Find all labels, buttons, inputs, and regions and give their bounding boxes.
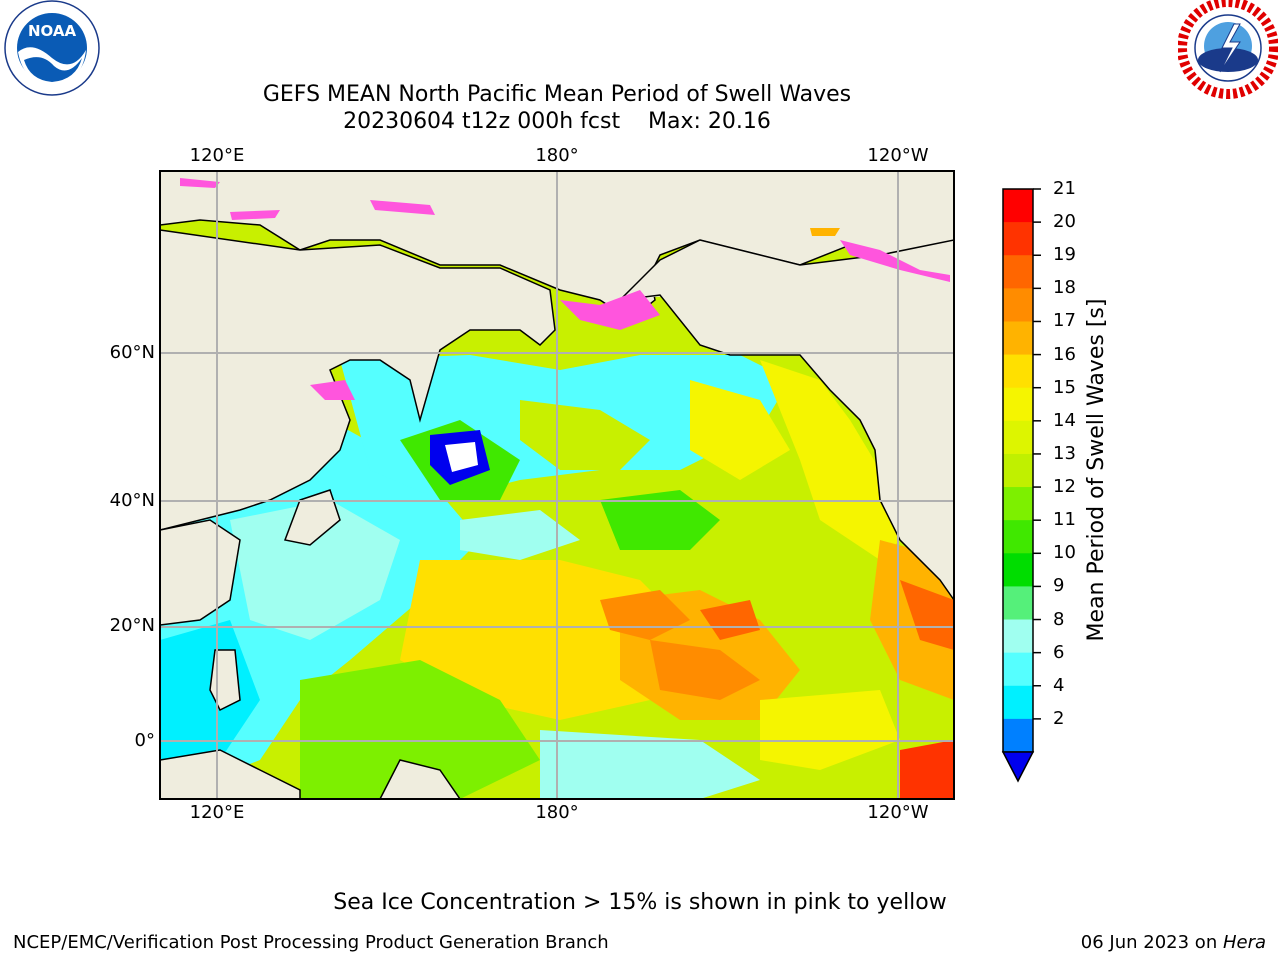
colorbar-band xyxy=(1003,586,1033,621)
lon-label-bottom-120w: 120°W xyxy=(867,802,929,823)
sea-ice-bering xyxy=(560,290,660,330)
colorbar-label: Mean Period of Swell Waves [s] xyxy=(1084,298,1109,642)
field-no-data-patch xyxy=(445,442,478,472)
sea-ice-2 xyxy=(230,210,280,220)
colorbar-band xyxy=(1003,652,1033,687)
colorbar-band xyxy=(1003,321,1033,356)
field-orange-core-3 xyxy=(650,640,760,700)
colorbar-tick-label: 9 xyxy=(1053,575,1065,597)
colorbar-tick-label: 20 xyxy=(1053,211,1076,233)
lat-label-20n: 20°N xyxy=(109,615,155,636)
colorbar-tick-label: 16 xyxy=(1053,343,1076,365)
sea-ice-1 xyxy=(180,178,220,188)
field-west-pacific-lightcyan xyxy=(230,500,400,640)
sea-ice-yellow xyxy=(810,228,840,236)
noaa-logo-text: NOAA xyxy=(28,22,77,40)
colorbar-band xyxy=(1003,487,1033,521)
graticule xyxy=(160,171,954,799)
colorbar-tick-label: 11 xyxy=(1053,509,1076,531)
field-orange-core-2 xyxy=(700,600,760,640)
sea-ice-okhotsk xyxy=(310,380,355,400)
land-indonesia xyxy=(160,749,301,799)
colorbar-tick-label: 13 xyxy=(1053,442,1076,464)
lat-label-40n: 40°N xyxy=(109,490,155,511)
land-china-coast xyxy=(160,519,241,626)
colorbar-band xyxy=(1003,354,1033,389)
footer-date: 06 Jun 2023 on Hera xyxy=(1081,932,1266,953)
title-line-1: GEFS MEAN North Pacific Mean Period of S… xyxy=(262,82,852,107)
sea-ice-beaufort xyxy=(840,240,950,282)
title-line-2: 20230604 t12z 000h fcst Max: 20.16 xyxy=(343,109,771,134)
footer-date-text: 06 Jun 2023 on xyxy=(1080,932,1223,953)
colorbar-tick-label: 2 xyxy=(1053,707,1065,729)
colorbar-tick-marks xyxy=(1033,188,1041,720)
colorbar-tick-label: 4 xyxy=(1053,674,1065,696)
colorbar-tick-label: 12 xyxy=(1053,476,1076,498)
land-japan xyxy=(283,489,341,546)
colorbar-bands xyxy=(1003,189,1033,753)
field-equator-yellow xyxy=(760,690,900,770)
colorbar-band xyxy=(1003,189,1033,223)
colorbar-tick-label: 19 xyxy=(1053,244,1076,266)
colorbar-band xyxy=(1003,288,1033,322)
footer-branch: NCEP/EMC/Verification Post Processing Pr… xyxy=(13,932,609,953)
colorbar-tick-label: 18 xyxy=(1053,277,1076,299)
colorbar-tick-label: 17 xyxy=(1053,310,1076,332)
colorbar-tick-label: 21 xyxy=(1053,178,1076,199)
field-green-patch-2 xyxy=(600,490,720,550)
colorbar-band xyxy=(1003,685,1033,720)
footer-host: Hera xyxy=(1222,932,1266,953)
field-gulf-yellow xyxy=(690,380,790,480)
map-frame xyxy=(159,170,955,800)
field-north-yellowgreen xyxy=(520,400,650,470)
field-equator-green xyxy=(300,660,540,799)
colorbar-band xyxy=(1003,222,1033,256)
noaa-logo: NOAA xyxy=(2,0,102,100)
field-lightcyan-patch xyxy=(460,510,580,560)
colorbar-band xyxy=(1003,453,1033,488)
lon-label-top-180: 180° xyxy=(535,145,579,166)
colorbar-tick-label: 14 xyxy=(1053,409,1076,431)
lat-label-0: 0° xyxy=(134,730,155,751)
lat-label-60n: 60°N xyxy=(109,342,155,363)
colorbar-underflow-arrow xyxy=(1001,751,1035,783)
field-equator-lightcyan xyxy=(540,730,760,799)
colorbar-band xyxy=(1003,420,1033,455)
colorbar-tick-label: 15 xyxy=(1053,376,1076,398)
lon-label-top-120e: 120°E xyxy=(189,145,245,166)
land-new-guinea xyxy=(379,759,461,799)
colorbar-tick-label: 10 xyxy=(1053,542,1076,564)
sea-ice-3 xyxy=(370,200,435,215)
colorbar-band xyxy=(1003,619,1033,654)
lon-label-bottom-180: 180° xyxy=(535,802,579,823)
lon-label-bottom-120e: 120°E xyxy=(189,802,245,823)
lon-label-top-120w: 120°W xyxy=(867,145,929,166)
colorbar-tick-label: 6 xyxy=(1053,641,1065,663)
field-mexico-orange xyxy=(870,540,954,700)
field-se-red xyxy=(900,740,954,799)
colorbar-band xyxy=(1003,255,1033,289)
sea-ice-note: Sea Ice Concentration > 15% is shown in … xyxy=(333,890,947,915)
field-east-yellow xyxy=(760,360,900,560)
field-mexico-red xyxy=(900,580,954,650)
colorbar-band xyxy=(1003,718,1033,753)
colorbar-tick-label: 8 xyxy=(1053,608,1065,630)
colorbar-band xyxy=(1003,520,1033,554)
colorbar-band xyxy=(1003,553,1033,587)
colorbar-band xyxy=(1003,387,1033,422)
nws-logo xyxy=(1177,0,1279,100)
